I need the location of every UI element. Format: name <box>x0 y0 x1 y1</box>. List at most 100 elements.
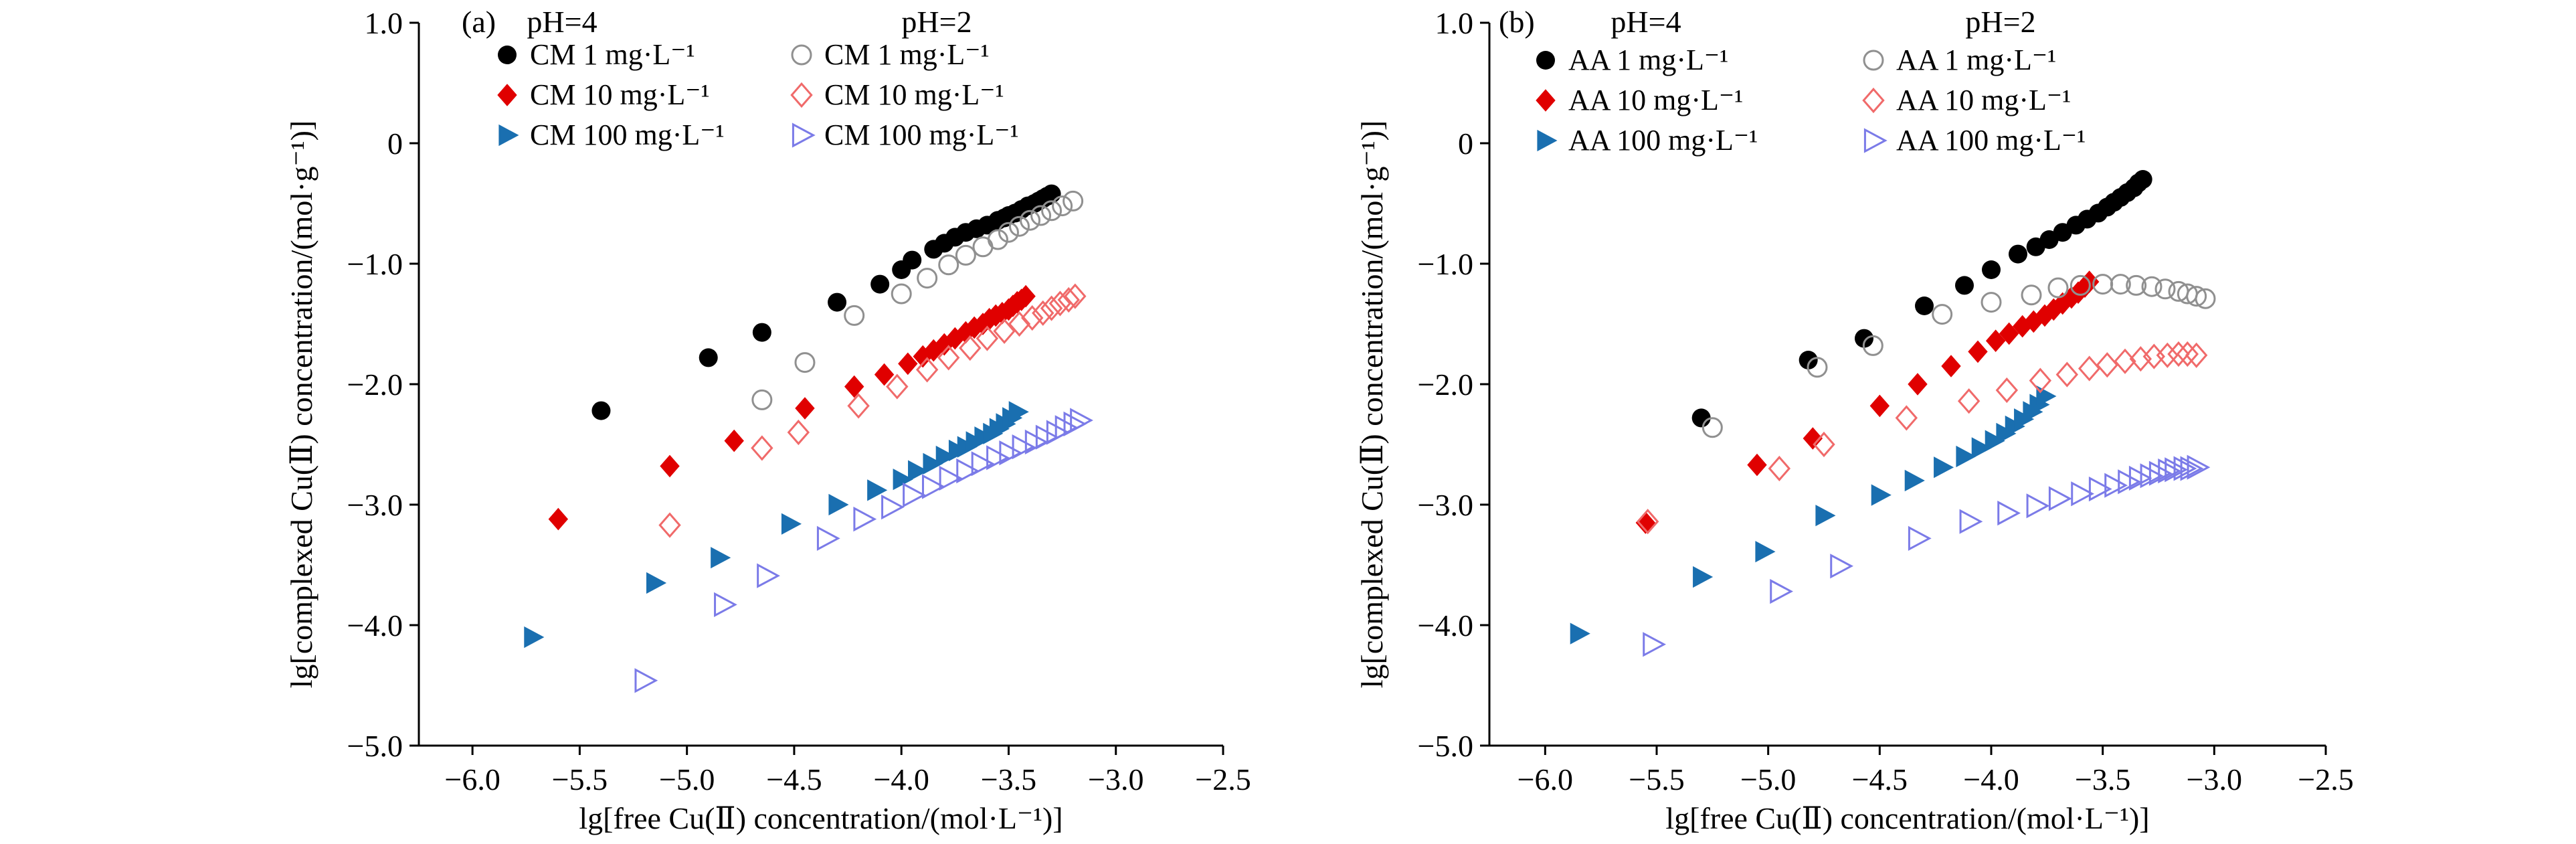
data-point <box>1862 335 1883 356</box>
x-tick-label: −3.5 <box>981 762 1036 796</box>
data-point <box>1997 500 2021 526</box>
series <box>1635 270 2100 534</box>
data-point <box>2140 463 2164 489</box>
data-point <box>1057 286 1080 313</box>
data-point <box>1008 311 1031 337</box>
series <box>751 190 1084 410</box>
data-point <box>1768 455 1791 482</box>
x-tick-label: −6.0 <box>1517 762 1573 796</box>
data-point <box>751 389 773 410</box>
data-point <box>757 563 780 588</box>
legend-label: AA 100 mg·L⁻¹ <box>1568 124 1758 157</box>
data-point <box>591 401 611 420</box>
data-point <box>2021 284 2042 306</box>
data-point <box>959 335 982 361</box>
data-point <box>1955 276 1974 295</box>
data-point <box>2055 361 2079 388</box>
data-point <box>1691 408 1711 428</box>
legend-label: AA 1 mg·L⁻¹ <box>1568 44 1728 76</box>
data-point <box>2148 460 2173 486</box>
legend-marker <box>791 44 812 66</box>
data-point <box>1871 484 1892 506</box>
data-point <box>874 363 895 386</box>
data-point <box>548 507 569 531</box>
data-point <box>1908 373 1928 396</box>
legend-item: CM 100 mg·L⁻¹ <box>792 118 1019 151</box>
x-tick-label: −5.0 <box>659 762 715 796</box>
legend-item: CM 1 mg·L⁻¹ <box>498 38 695 71</box>
x-tick-label: −2.5 <box>2298 762 2353 796</box>
legend-item: AA 100 mg·L⁻¹ <box>1863 124 2086 157</box>
data-point <box>1041 200 1063 222</box>
data-point <box>711 547 731 569</box>
y-tick-label: −2.0 <box>1418 367 1473 402</box>
legend-marker <box>1862 87 1885 114</box>
legend-marker <box>1536 51 1555 70</box>
data-point <box>1904 469 1925 492</box>
legend-marker <box>1863 50 1884 71</box>
x-tick-label: −5.0 <box>1740 762 1796 796</box>
data-point <box>2071 481 2095 507</box>
x-tick-label: −4.5 <box>766 762 822 796</box>
series <box>1691 170 2152 428</box>
series <box>1636 341 2208 535</box>
data-point <box>1957 388 1981 414</box>
data-point <box>2047 277 2069 299</box>
data-point <box>921 474 945 499</box>
legend-item: CM 100 mg·L⁻¹ <box>498 118 725 151</box>
legend-marker <box>1536 89 1556 112</box>
x-tick-label: −4.5 <box>1852 762 1908 796</box>
legend-label: CM 10 mg·L⁻¹ <box>824 78 1004 111</box>
data-point <box>828 292 847 312</box>
data-point <box>976 325 999 351</box>
y-tick-label: −5.0 <box>1418 729 1473 763</box>
legend-item: AA 10 mg·L⁻¹ <box>1862 84 2071 116</box>
data-point <box>998 222 1019 243</box>
x-tick-label: −5.5 <box>552 762 608 796</box>
data-point <box>1064 283 1087 309</box>
data-point <box>2069 274 2091 296</box>
data-point <box>993 318 1016 344</box>
data-point <box>923 452 943 475</box>
data-point <box>964 316 984 339</box>
legend-item: CM 10 mg·L⁻¹ <box>790 78 1004 111</box>
data-point <box>1063 190 1084 212</box>
data-point <box>660 454 680 478</box>
data-point <box>1813 431 1835 458</box>
data-point <box>2029 367 2052 394</box>
y-tick-label: 1.0 <box>365 6 403 40</box>
data-point <box>915 357 939 383</box>
legend-label: CM 1 mg·L⁻¹ <box>824 38 990 71</box>
legend-item: AA 10 mg·L⁻¹ <box>1536 84 1743 116</box>
data-point <box>2176 341 2199 367</box>
data-point <box>1020 209 1041 231</box>
data-point <box>2126 274 2147 296</box>
data-point <box>1030 205 1052 226</box>
data-point <box>844 375 864 398</box>
data-point <box>751 435 773 461</box>
legend-marker <box>792 122 816 148</box>
data-point <box>2096 352 2119 378</box>
data-point <box>898 352 918 375</box>
data-point <box>1807 357 1828 378</box>
data-point <box>1747 453 1767 477</box>
data-point <box>2185 342 2208 368</box>
data-point <box>1048 290 1072 317</box>
panel-a: −6.0 −5.5 −5.0 −4.5 −4.0 −3.5 −3.0 −2.5 1.0 0 −1.0… <box>284 5 1251 835</box>
data-point <box>903 482 926 508</box>
legend-group-header: pH=4 <box>527 5 597 39</box>
data-point <box>2104 473 2128 498</box>
data-point <box>1941 355 1961 377</box>
data-point <box>658 512 681 538</box>
data-point <box>1815 505 1836 527</box>
data-point <box>2187 454 2211 480</box>
data-point <box>2133 170 2152 189</box>
legend-label: CM 100 mg·L⁻¹ <box>530 118 725 151</box>
data-point <box>935 445 956 468</box>
data-point <box>881 494 905 520</box>
data-point <box>2061 286 2082 309</box>
data-point <box>1932 304 1953 325</box>
data-point <box>2078 355 2101 382</box>
y-tick-label: 0 <box>387 126 403 161</box>
data-point <box>2156 342 2179 368</box>
